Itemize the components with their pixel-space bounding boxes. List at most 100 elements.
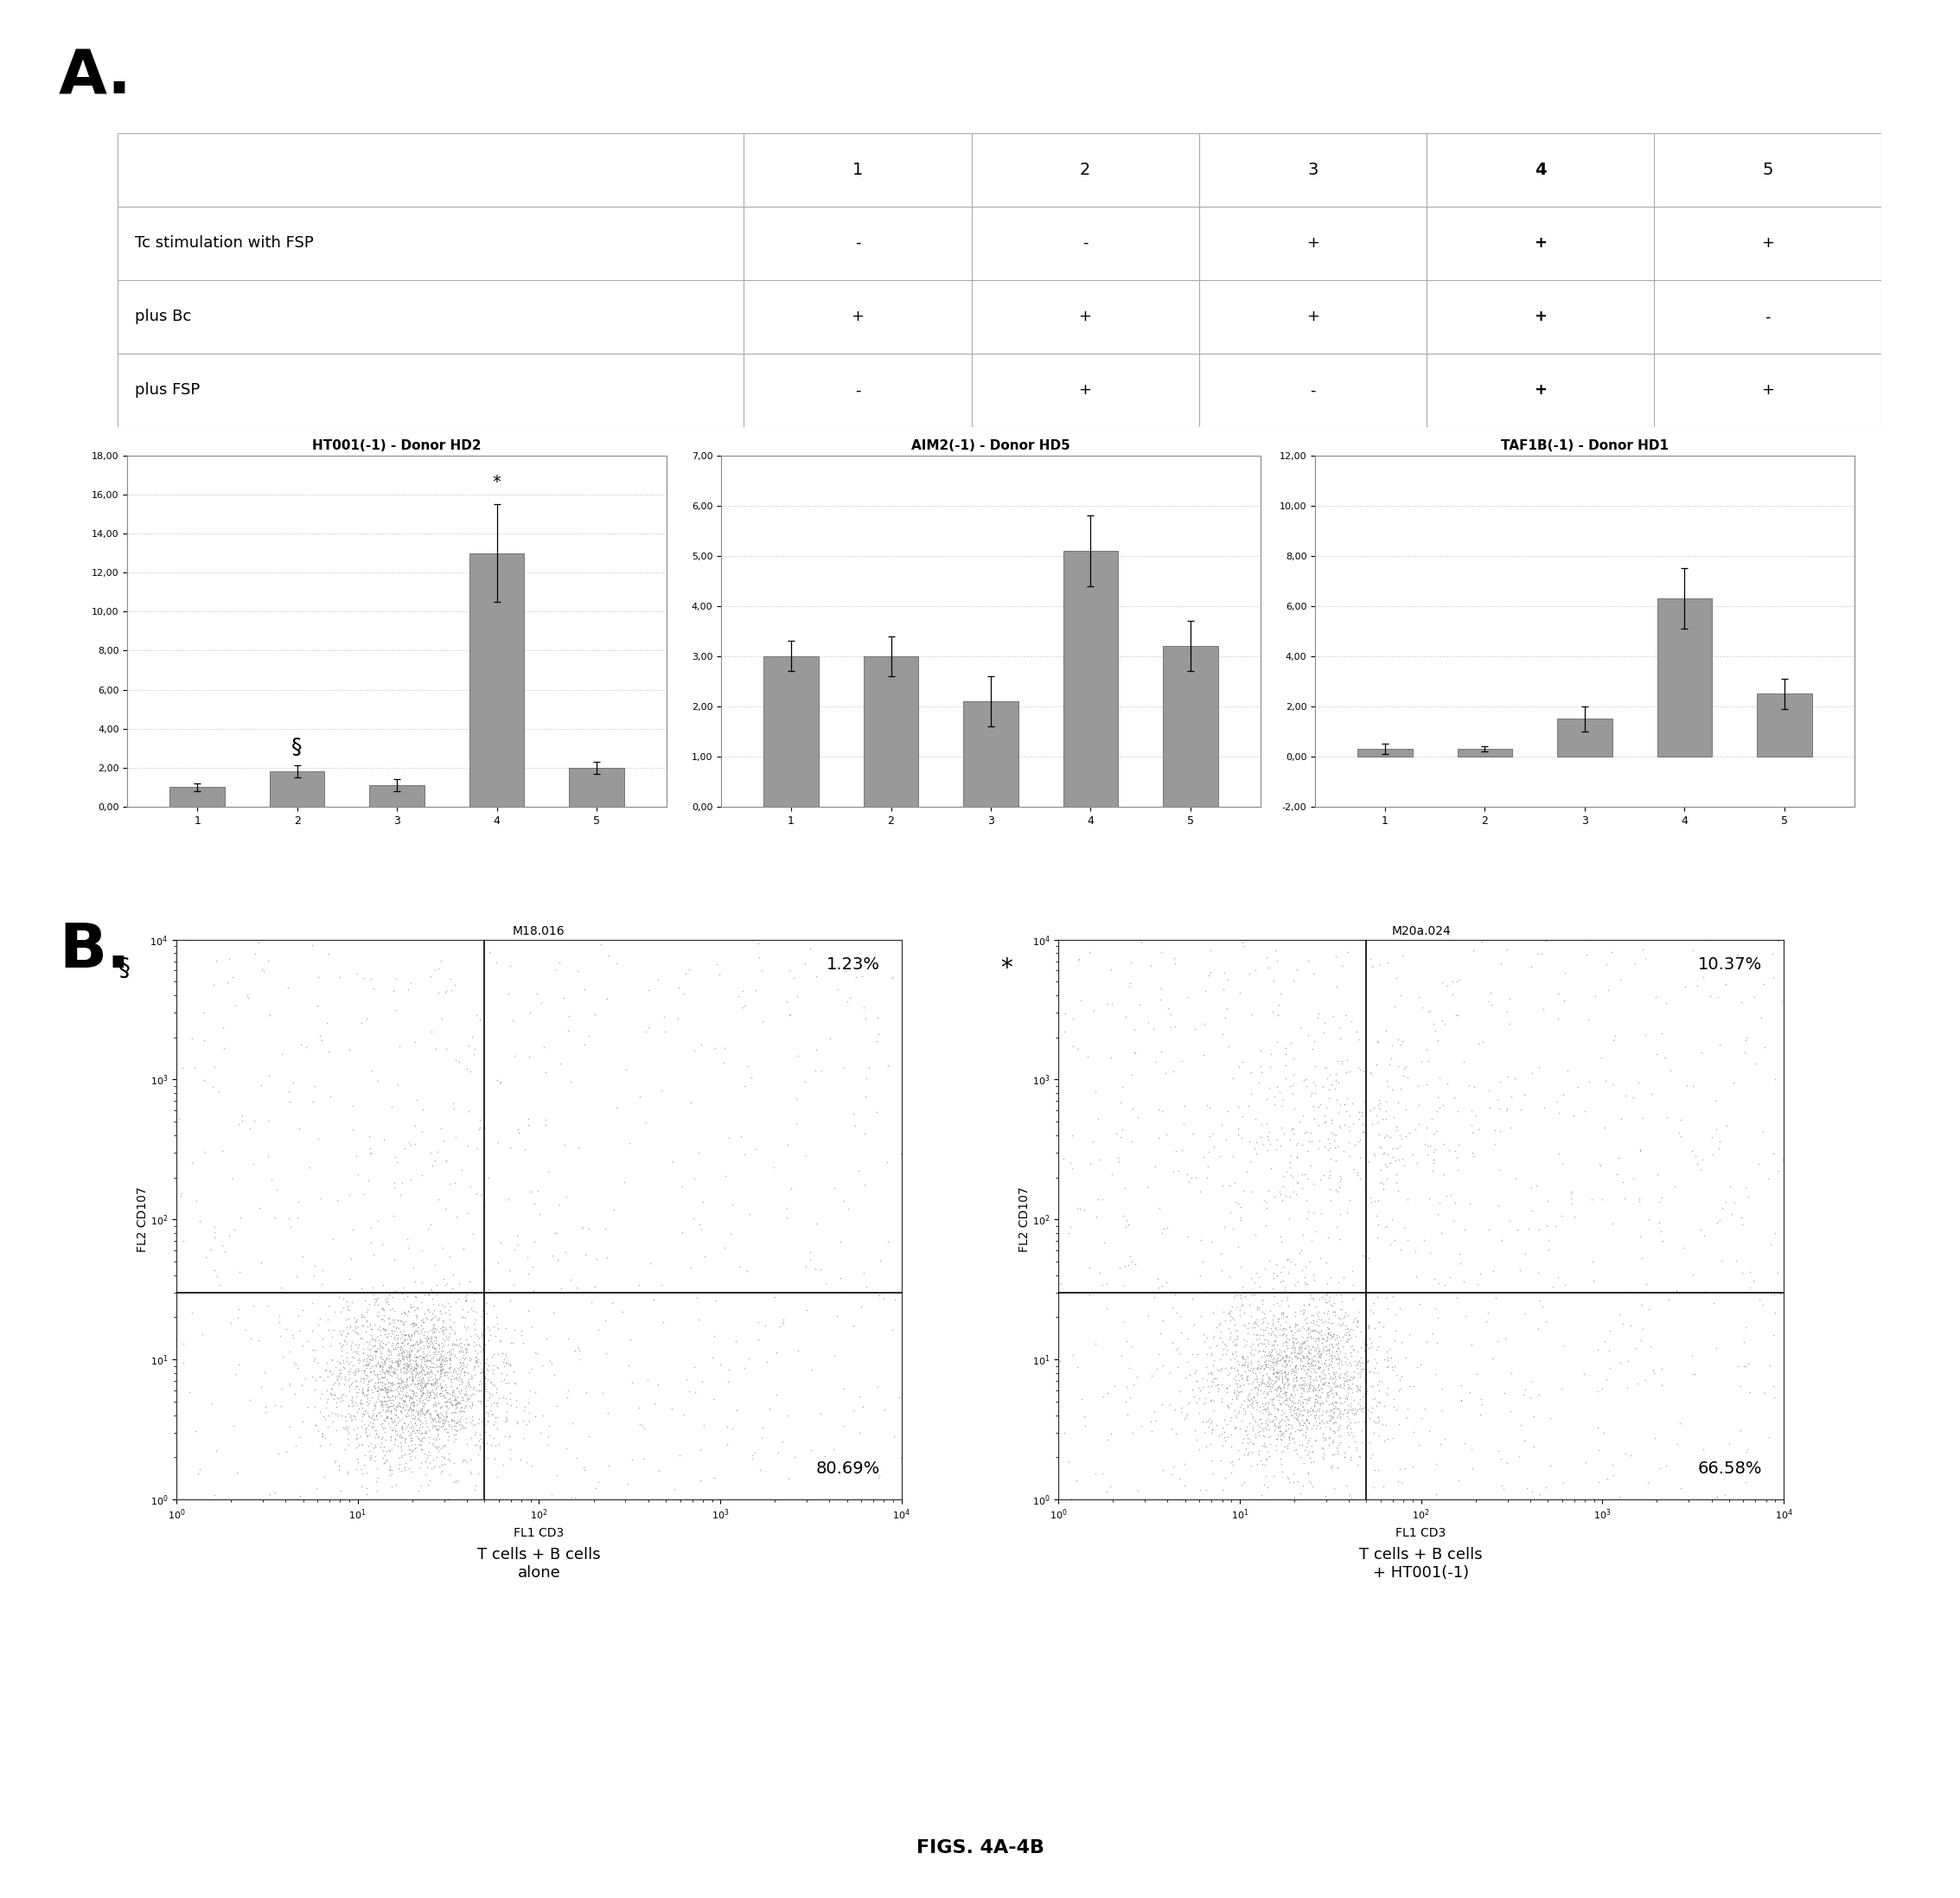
Point (1184, 1384, 1215, 1414)
Point (1319, 1059, 1350, 1089)
Point (1303, 1389, 1335, 1420)
Point (1350, 928, 1382, 958)
Point (1609, 1439, 1641, 1469)
Point (1062, 1192, 1094, 1222)
Point (680, 1283, 711, 1313)
Point (414, 1441, 445, 1471)
Point (1243, 1439, 1274, 1469)
Point (1211, 1391, 1243, 1422)
Point (1313, 1163, 1345, 1194)
Point (417, 1325, 449, 1355)
Point (1311, 1222, 1343, 1253)
Point (306, 1422, 337, 1452)
Bar (1756, 695, 1811, 757)
Point (1270, 1348, 1301, 1378)
Point (388, 1349, 419, 1380)
Point (521, 1177, 553, 1207)
Point (1509, 1239, 1541, 1270)
Point (425, 1357, 457, 1387)
Point (1256, 1376, 1288, 1406)
Point (1556, 1179, 1588, 1209)
Point (382, 1367, 414, 1397)
Point (1096, 1160, 1127, 1190)
Point (1235, 1389, 1266, 1420)
Point (1227, 1349, 1258, 1380)
Point (733, 1344, 764, 1374)
Point (367, 1313, 398, 1344)
Point (1262, 1395, 1294, 1425)
Point (1286, 1332, 1317, 1363)
Point (406, 1277, 437, 1308)
Point (1213, 1359, 1245, 1389)
Point (406, 1471, 437, 1501)
Point (372, 1408, 404, 1439)
Point (1288, 1101, 1319, 1131)
Point (412, 1397, 443, 1427)
Point (1135, 1416, 1166, 1446)
Point (868, 1283, 900, 1313)
Point (347, 1336, 378, 1367)
Point (1143, 1095, 1174, 1126)
Point (1235, 1146, 1266, 1177)
Point (1223, 1300, 1254, 1330)
Point (1229, 1386, 1260, 1416)
Point (378, 1334, 410, 1365)
Point (1315, 1401, 1347, 1431)
Point (1215, 1321, 1247, 1351)
Point (1301, 1306, 1333, 1336)
Point (1096, 1418, 1127, 1448)
Point (363, 1372, 394, 1403)
Point (425, 1327, 457, 1357)
Point (408, 1342, 439, 1372)
Point (1164, 1376, 1196, 1406)
Point (363, 1348, 394, 1378)
Point (1249, 1469, 1280, 1499)
Point (796, 1245, 827, 1275)
Point (1256, 1405, 1288, 1435)
Point (417, 1384, 449, 1414)
Point (1313, 1389, 1345, 1420)
Point (1307, 1387, 1339, 1418)
Point (359, 1327, 390, 1357)
Point (465, 1370, 496, 1401)
Point (1245, 1391, 1276, 1422)
Point (443, 1361, 474, 1391)
Point (1262, 1000, 1294, 1031)
Point (280, 1260, 312, 1291)
Point (1415, 1105, 1446, 1135)
Point (1515, 1367, 1546, 1397)
Point (1358, 1418, 1390, 1448)
Point (318, 1406, 349, 1437)
Point (367, 1363, 398, 1393)
Point (402, 1475, 433, 1505)
Point (1088, 1458, 1119, 1488)
Point (378, 1357, 410, 1387)
Point (1278, 1389, 1309, 1420)
Point (184, 1454, 216, 1484)
Point (398, 1330, 429, 1361)
Point (1758, 1382, 1789, 1412)
Point (1284, 1349, 1315, 1380)
Point (1629, 1019, 1660, 1050)
Point (1156, 1156, 1188, 1186)
Point (1250, 1108, 1282, 1139)
Point (451, 1376, 482, 1406)
Point (1272, 1365, 1303, 1395)
Point (437, 1342, 468, 1372)
Point (1521, 1171, 1552, 1201)
Point (1292, 1336, 1323, 1367)
Point (1211, 964, 1243, 995)
Point (361, 1336, 392, 1367)
Point (1250, 1351, 1282, 1382)
Point (429, 1382, 461, 1412)
Point (1270, 1327, 1301, 1357)
Point (392, 1351, 423, 1382)
Point (355, 1323, 386, 1353)
Point (431, 1357, 463, 1387)
Point (1650, 1103, 1682, 1133)
Point (1243, 1304, 1274, 1334)
Point (349, 1179, 380, 1209)
Point (541, 1460, 572, 1490)
Point (382, 1380, 414, 1410)
Point (394, 1452, 425, 1482)
